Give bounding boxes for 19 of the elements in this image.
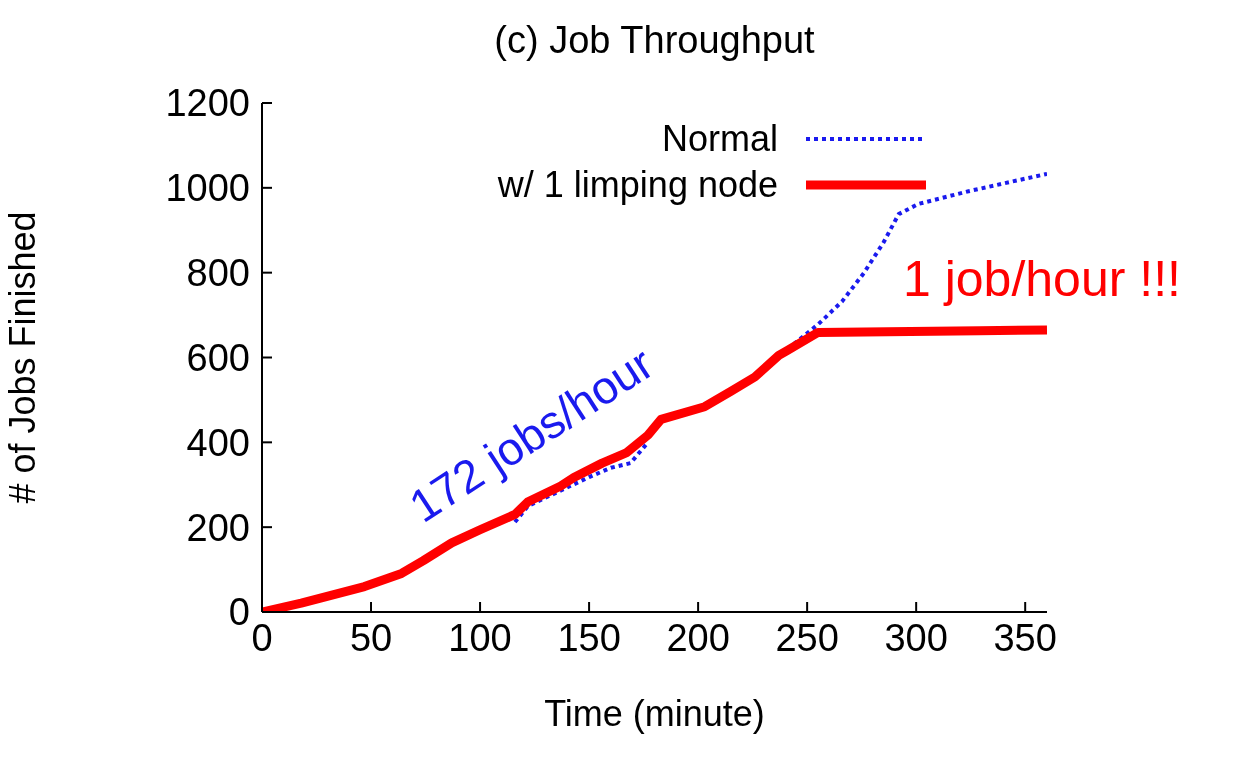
y-tick-label: 200 [186, 506, 250, 549]
legend-label: Normal [661, 118, 778, 160]
x-tick-label: 150 [557, 616, 621, 659]
x-tick-label: 300 [884, 616, 948, 659]
y-tick-label: 1000 [165, 167, 250, 210]
x-axis-title: Time (minute) [544, 693, 765, 734]
y-tick-label: 1200 [165, 82, 250, 125]
x-tick-label: 250 [775, 616, 839, 659]
annotation: 1 job/hour !!! [903, 251, 1181, 307]
x-tick-label: 100 [448, 616, 512, 659]
y-axis-title: # of Jobs Finished [1, 211, 43, 504]
y-tick-label: 800 [186, 252, 250, 295]
legend-label: w/ 1 limping node [497, 164, 778, 206]
x-tick-label: 200 [666, 616, 730, 659]
y-tick-label: 400 [186, 421, 250, 464]
x-tick-label: 350 [993, 616, 1057, 659]
y-tick-label: 600 [186, 336, 250, 379]
x-tick-label: 50 [349, 616, 393, 659]
chart-title: (c) Job Throughput [494, 19, 816, 61]
